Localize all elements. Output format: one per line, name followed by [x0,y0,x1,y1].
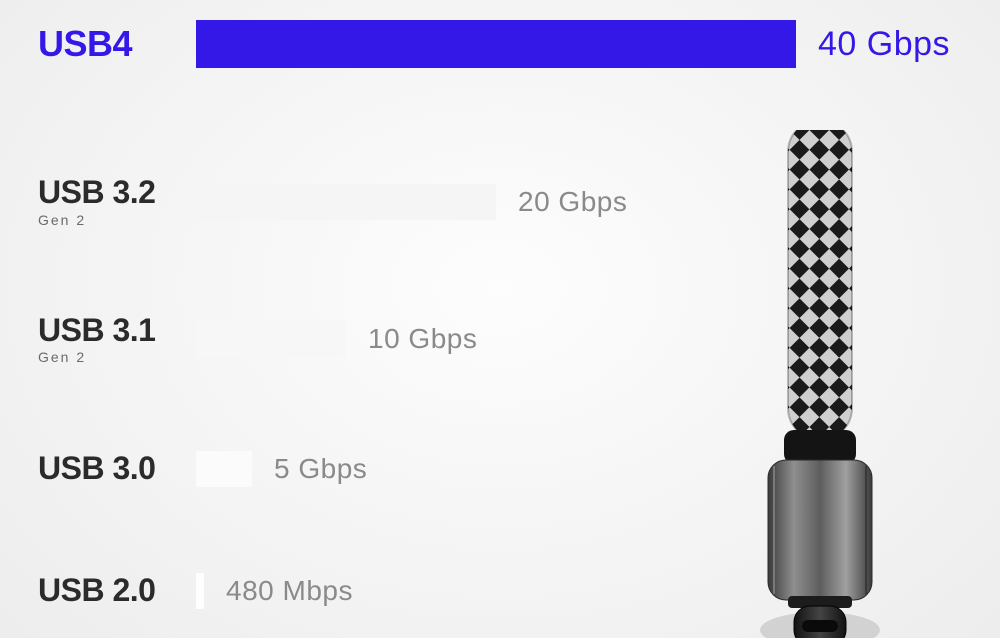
bar-usb4 [196,20,796,68]
bar-usb20 [196,573,204,609]
bar-col: 20 Gbps [196,184,627,220]
row-label-col: USB 3.2 Gen 2 [38,176,196,228]
row-label-col: USB 3.1 Gen 2 [38,314,196,366]
bar-usb31 [196,321,346,357]
row-label-usb32: USB 3.2 [38,176,196,210]
bar-col: 480 Mbps [196,573,353,609]
usb-speed-chart: USB4 40 Gbps USB 3.2 Gen 2 20 Gbps USB 3… [38,20,962,609]
row-label-col: USB 3.0 [38,452,196,486]
value-label-usb4: 40 Gbps [818,25,950,64]
value-label-usb31: 10 Gbps [368,323,477,355]
bar-row-usb4: USB4 40 Gbps [38,20,962,68]
row-label-usb20: USB 2.0 [38,574,196,608]
bar-row-usb31: USB 3.1 Gen 2 10 Gbps [38,314,962,366]
bar-row-usb20: USB 2.0 480 Mbps [38,573,962,609]
row-label-usb4: USB4 [38,25,196,63]
value-label-usb20: 480 Mbps [226,575,353,607]
bar-usb30 [196,451,252,487]
bar-usb32 [196,184,496,220]
value-label-usb30: 5 Gbps [274,453,367,485]
bar-col: 10 Gbps [196,321,477,357]
row-label-usb31: USB 3.1 [38,314,196,348]
row-label-col: USB 2.0 [38,574,196,608]
row-sublabel-usb31: Gen 2 [38,349,196,365]
row-label-usb30: USB 3.0 [38,452,196,486]
row-label-col: USB4 [38,25,196,63]
bar-col: 40 Gbps [196,20,950,68]
row-sublabel-usb32: Gen 2 [38,212,196,228]
value-label-usb32: 20 Gbps [518,186,627,218]
bar-col: 5 Gbps [196,451,367,487]
bar-row-usb32: USB 3.2 Gen 2 20 Gbps [38,176,962,228]
bar-row-usb30: USB 3.0 5 Gbps [38,451,962,487]
